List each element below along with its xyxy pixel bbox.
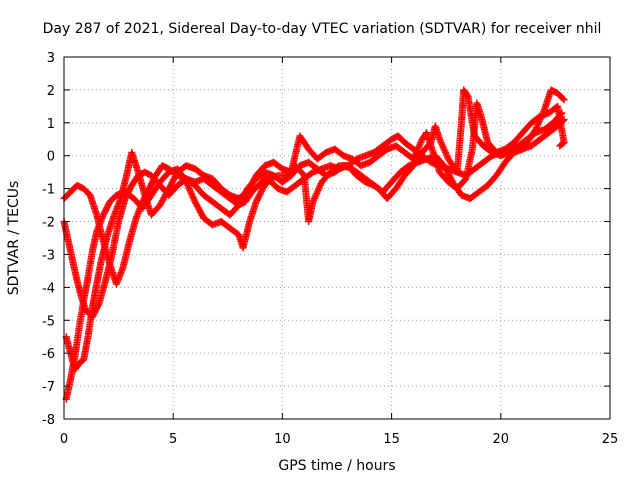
- y-tick-label: -7: [42, 380, 55, 395]
- y-tick-label: -3: [42, 248, 55, 263]
- y-tick-label: 0: [47, 150, 55, 165]
- y-tick-label: -4: [42, 281, 55, 296]
- x-tick-label: 0: [60, 432, 68, 447]
- chart-title: Day 287 of 2021, Sidereal Day-to-day VTE…: [43, 21, 602, 37]
- y-tick-label: -6: [42, 347, 55, 362]
- series-track-1: [61, 86, 568, 287]
- x-tick-label: 5: [169, 432, 177, 447]
- plot-frame: [64, 57, 610, 419]
- y-tick-label: 1: [47, 117, 55, 132]
- y-tick-label: -1: [42, 183, 55, 198]
- data-markers: [61, 86, 568, 402]
- x-tick-label: 25: [602, 432, 619, 447]
- y-tick-label: 3: [47, 51, 55, 66]
- y-tick-label: 2: [47, 84, 55, 99]
- series-track-4: [63, 100, 568, 374]
- y-tick-label: -5: [42, 314, 55, 329]
- y-axis-label: SDTVAR / TECUs: [6, 181, 22, 296]
- y-tick-label: -8: [42, 413, 55, 428]
- y-tick-label: -2: [42, 216, 55, 231]
- x-tick-label: 10: [274, 432, 291, 447]
- x-tick-label: 15: [383, 432, 400, 447]
- x-tick-label: 20: [493, 432, 510, 447]
- sdtvar-chart: Day 287 of 2021, Sidereal Day-to-day VTE…: [0, 0, 640, 480]
- x-axis-label: GPS time / hours: [278, 458, 395, 474]
- grid-lines: [64, 57, 610, 419]
- chart-canvas: Day 287 of 2021, Sidereal Day-to-day VTE…: [0, 0, 640, 480]
